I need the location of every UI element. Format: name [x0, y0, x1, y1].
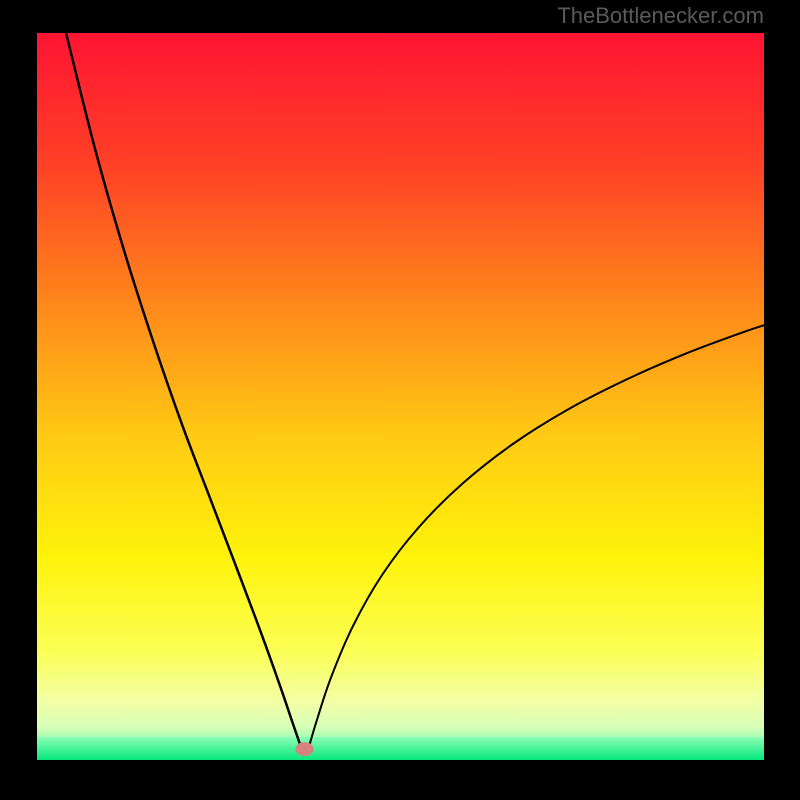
chart-stage: TheBottlenecker.com [0, 0, 800, 800]
watermark-text: TheBottlenecker.com [557, 3, 764, 29]
curve-left-branch [66, 33, 301, 747]
curve-right-branch [309, 325, 764, 747]
plot-area [37, 33, 764, 760]
minimum-marker [296, 742, 314, 756]
bottleneck-curve [37, 33, 764, 760]
